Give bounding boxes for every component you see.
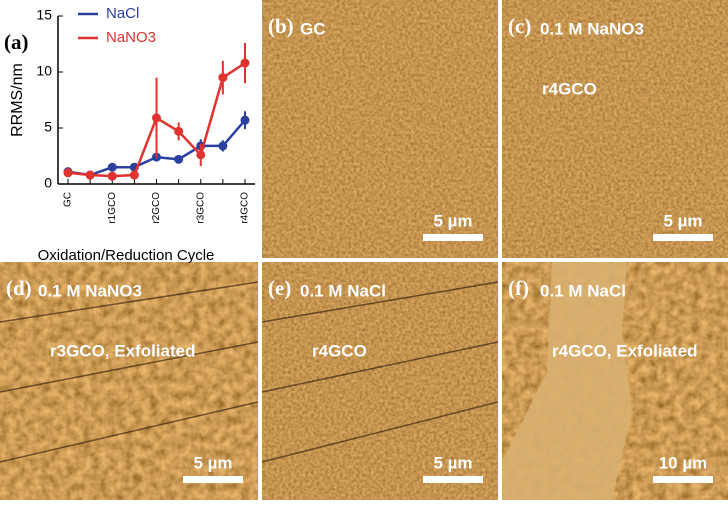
- chart-title: (a): [4, 30, 29, 54]
- point: [218, 141, 227, 150]
- y-tick-label: 15: [36, 7, 52, 23]
- panel-sample: r4GCO, Exfoliated: [552, 341, 697, 360]
- scale-label: 5 µm: [433, 211, 472, 230]
- scale-label: 5 µm: [433, 453, 472, 472]
- point: [196, 150, 205, 159]
- panel-label: GC: [300, 19, 326, 38]
- point: [174, 155, 183, 164]
- x-tick-label: r3GCO: [195, 192, 206, 224]
- y-tick-label: 0: [44, 175, 52, 191]
- x-tick-label: r2GCO: [151, 192, 162, 224]
- point: [241, 59, 250, 68]
- point: [174, 127, 183, 136]
- point: [64, 168, 73, 177]
- panel-letter: (b): [268, 14, 294, 38]
- x-tick-label: GC: [63, 192, 74, 207]
- figure: (b) GC 5 µm (c) 0.1 M NaNO3 r4GCO 5 µm (d) 0.1 M…: [0, 0, 728, 500]
- legend-label: NaCl: [106, 5, 139, 22]
- scale-bar: [183, 476, 243, 483]
- scale-bar: [423, 476, 483, 483]
- panel-sample: r4GCO: [312, 341, 367, 360]
- x-tick-label: r1GCO: [107, 192, 118, 224]
- panel-sample: r4GCO: [542, 79, 597, 98]
- legend-label: NaNO3: [106, 29, 156, 46]
- point: [86, 171, 95, 180]
- x-tick-label: r4GCO: [240, 192, 251, 224]
- panel-letter: (c): [508, 14, 531, 38]
- point: [152, 113, 161, 122]
- point: [130, 171, 139, 180]
- panel-label: 0.1 M NaNO3: [38, 281, 142, 300]
- scale-label: 5 µm: [663, 211, 702, 230]
- x-axis-label: Oxidation/Reduction Cycle: [38, 247, 215, 264]
- panel-letter: (f): [508, 276, 529, 300]
- panel-label: 0.1 M NaCl: [540, 281, 626, 300]
- point: [218, 73, 227, 82]
- scale-bar: [653, 234, 713, 241]
- panel-letter: (d): [6, 276, 32, 300]
- point: [108, 172, 117, 181]
- y-axis-label: RRMS/nm: [9, 63, 26, 137]
- scale-bar: [653, 476, 713, 483]
- panel-label: 0.1 M NaNO3: [540, 19, 644, 38]
- scale-bar: [423, 234, 483, 241]
- scale-label: 5 µm: [193, 453, 232, 472]
- point: [241, 116, 250, 125]
- scale-label: 10 µm: [659, 453, 708, 472]
- chart: (a) 0 5 10 15 GC r1GCO r2GCO r3GCO r4GCO RRMS/nm Ox…: [4, 5, 255, 264]
- point: [108, 163, 117, 172]
- panel-label: 0.1 M NaCl: [300, 281, 386, 300]
- panel-sample: r3GCO, Exfoliated: [50, 341, 195, 360]
- y-tick-label: 10: [36, 63, 52, 79]
- panel-letter: (e): [268, 276, 291, 300]
- y-tick-label: 5: [44, 119, 52, 135]
